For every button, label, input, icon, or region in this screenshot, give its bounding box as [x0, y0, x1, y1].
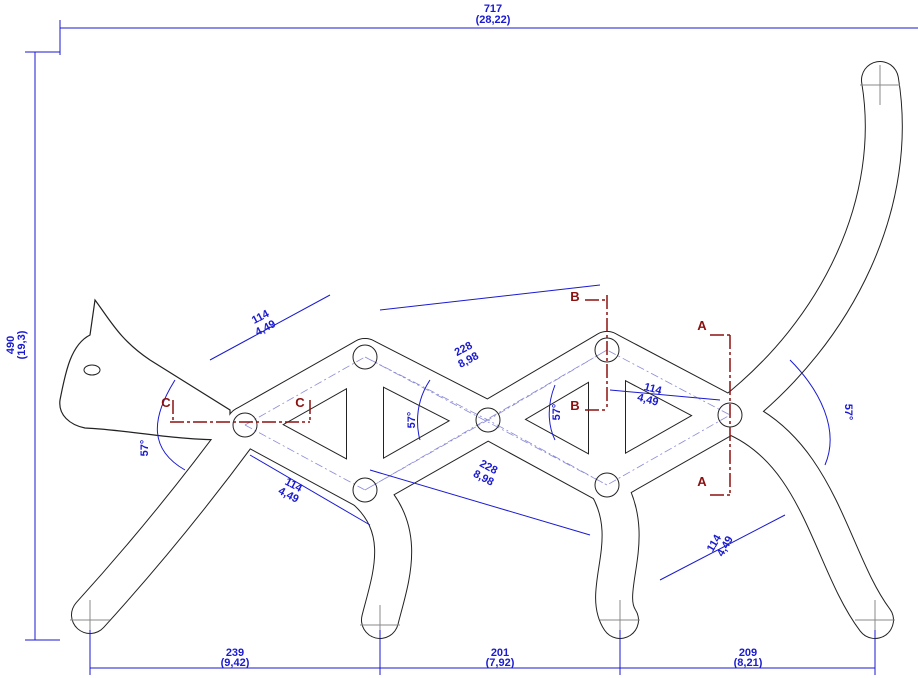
section-mark: A [697, 318, 707, 333]
page: 717 (28,22) 490 (19,3) 239 (9,42) 201 (7… [0, 0, 918, 678]
drawing: 717 (28,22) 490 (19,3) 239 (9,42) 201 (7… [0, 0, 918, 678]
section-mark: C [295, 395, 305, 410]
section-mark: A [697, 474, 707, 489]
section-mark: B [570, 289, 579, 304]
section-mark: B [570, 398, 579, 413]
angle: 57° [406, 412, 418, 429]
bottom-alt: (7,92) [486, 657, 515, 669]
height-alt: (19,3) [16, 330, 28, 359]
angle: 57° [842, 404, 854, 421]
bottom-alt: (9,42) [221, 657, 250, 669]
section-mark: C [161, 395, 171, 410]
angle: 57° [139, 440, 151, 457]
width-alt: (28,22) [476, 14, 511, 26]
bottom-alt: (8,21) [734, 657, 763, 669]
angle: 57° [551, 404, 563, 421]
